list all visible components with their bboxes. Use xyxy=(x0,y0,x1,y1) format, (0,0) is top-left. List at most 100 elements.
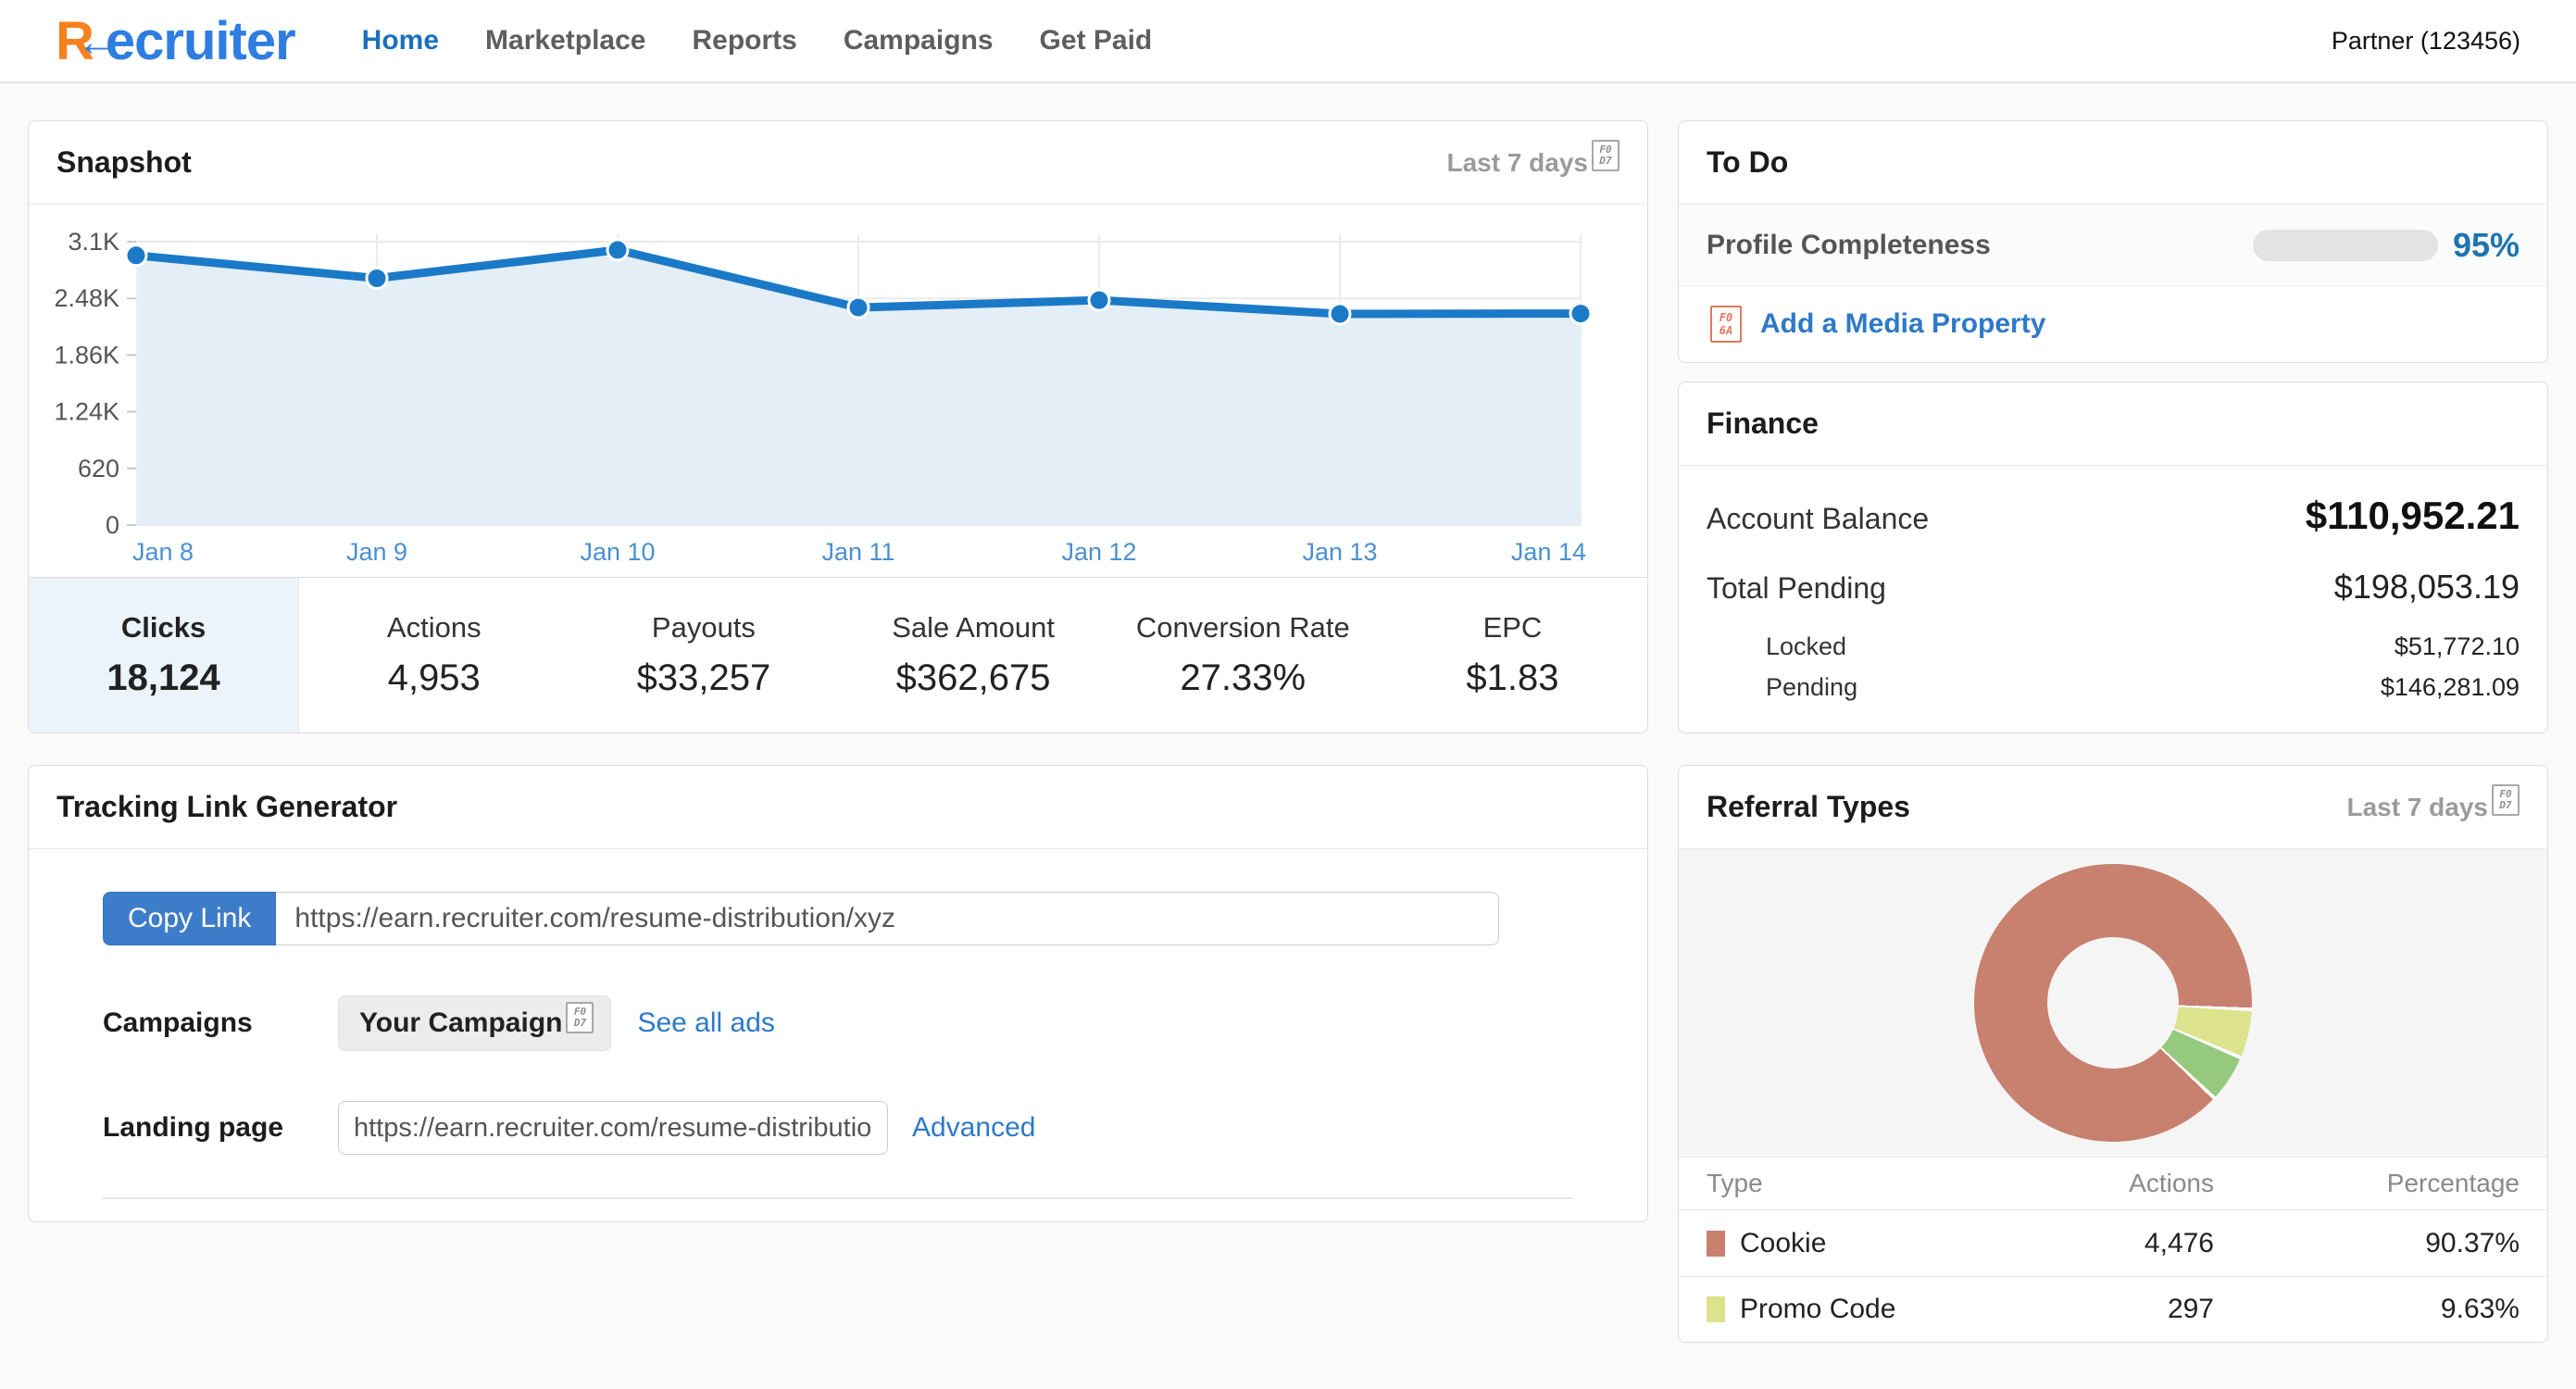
stat-tab-actions[interactable]: Actions 4,953 xyxy=(299,578,569,732)
advanced-link[interactable]: Advanced xyxy=(912,1112,1035,1144)
add-media-property-row: F06A Add a Media Property xyxy=(1679,286,2547,362)
account-balance-label: Account Balance xyxy=(1707,502,1929,536)
nav-campaigns[interactable]: Campaigns xyxy=(836,19,1001,62)
top-navigation-bar: R←ecruiter Home Marketplace Reports Camp… xyxy=(0,0,2576,83)
svg-text:Jan 9: Jan 9 xyxy=(346,538,407,566)
svg-text:Jan 13: Jan 13 xyxy=(1302,538,1377,566)
logo-text: ecruiter xyxy=(106,10,295,72)
table-row-cookie: Cookie 4,476 90.37% xyxy=(1679,1210,2547,1276)
finance-panel: Finance Account Balance $110,952.21 Tota… xyxy=(1678,382,2548,733)
profile-progress-bar xyxy=(2253,230,2438,261)
snapshot-stats-tabs: Clicks 18,124 Actions 4,953 Payouts $33,… xyxy=(29,577,1647,732)
line-chart-svg: 06201.24K1.86K2.48K3.1KJan 8Jan 9Jan 10J… xyxy=(29,216,1645,572)
col-header-percentage: Percentage xyxy=(2214,1169,2520,1198)
cookie-actions-value: 4,476 xyxy=(1936,1228,2214,1259)
svg-text:1.86K: 1.86K xyxy=(54,341,119,369)
promo-code-percentage-value: 9.63% xyxy=(2214,1294,2520,1325)
promo-code-actions-value: 297 xyxy=(1936,1294,2214,1325)
referral-types-panel: Referral Types Last 7 days F0D7 Type Act… xyxy=(1678,765,2548,1343)
dashboard-content: Snapshot Last 7 days F0D7 06201.24K1.86K… xyxy=(0,83,2576,1343)
tlg-header: Tracking Link Generator xyxy=(29,766,1647,849)
recruiter-logo[interactable]: R←ecruiter xyxy=(56,10,295,72)
svg-text:Jan 8: Jan 8 xyxy=(132,538,194,566)
referral-header: Referral Types Last 7 days F0D7 xyxy=(1679,766,2547,849)
locked-value: $51,772.10 xyxy=(2395,632,2520,661)
finance-header: Finance xyxy=(1679,382,2547,466)
tracking-link-input[interactable] xyxy=(276,892,1499,945)
campaigns-label: Campaigns xyxy=(103,1007,338,1039)
snapshot-header: Snapshot Last 7 days F0D7 xyxy=(29,121,1647,205)
add-media-property-link[interactable]: Add a Media Property xyxy=(1760,308,2045,340)
svg-text:2.48K: 2.48K xyxy=(54,284,119,312)
col-header-type: Type xyxy=(1707,1169,1936,1198)
referral-table-header: Type Actions Percentage xyxy=(1679,1158,2547,1210)
cookie-type-label: Cookie xyxy=(1740,1228,1826,1259)
nav-get-paid[interactable]: Get Paid xyxy=(1032,19,1160,62)
snapshot-range-label: Last 7 days xyxy=(1446,148,1588,178)
stat-tab-sale-amount[interactable]: Sale Amount $362,675 xyxy=(839,578,1108,732)
svg-text:620: 620 xyxy=(78,455,119,482)
stat-tab-payouts[interactable]: Payouts $33,257 xyxy=(569,578,838,732)
referral-title: Referral Types xyxy=(1707,790,1910,824)
total-pending-label: Total Pending xyxy=(1707,571,1886,606)
nav-reports[interactable]: Reports xyxy=(684,19,804,62)
main-nav: Home Marketplace Reports Campaigns Get P… xyxy=(355,19,1160,62)
tlg-divider xyxy=(103,1197,1573,1199)
right-column: To Do Profile Completeness 95% F06A Add … xyxy=(1678,120,2548,1343)
referral-donut-chart xyxy=(1679,849,2547,1158)
pending-value: $146,281.09 xyxy=(2381,673,2520,702)
media-property-icon: F06A xyxy=(1710,306,1742,343)
todo-header: To Do xyxy=(1679,121,2547,205)
logo-left-arrow-icon: ← xyxy=(77,19,117,66)
svg-text:Jan 10: Jan 10 xyxy=(580,538,655,566)
col-header-actions: Actions xyxy=(1936,1169,2214,1198)
campaigns-row: Campaigns Your Campaign F0D7 See all ads xyxy=(103,995,1573,1051)
tlg-body: Copy Link Campaigns Your Campaign F0D7 S… xyxy=(29,849,1647,1221)
todo-title: To Do xyxy=(1707,145,1788,180)
campaign-select-button[interactable]: Your Campaign F0D7 xyxy=(338,995,611,1051)
copy-link-button[interactable]: Copy Link xyxy=(103,892,276,945)
nav-home[interactable]: Home xyxy=(355,19,446,62)
snapshot-title: Snapshot xyxy=(56,145,192,180)
profile-progress-percent: 95% xyxy=(2453,226,2520,265)
profile-completeness-row: Profile Completeness 95% xyxy=(1679,205,2547,286)
referral-date-range-picker[interactable]: Last 7 days F0D7 xyxy=(2346,792,2520,823)
total-pending-value: $198,053.19 xyxy=(2334,568,2520,607)
nav-marketplace[interactable]: Marketplace xyxy=(478,19,653,62)
svg-text:0: 0 xyxy=(106,511,119,539)
stat-tab-conversion-rate[interactable]: Conversion Rate 27.33% xyxy=(1108,578,1378,732)
landing-page-label: Landing page xyxy=(103,1112,338,1144)
tracking-link-group: Copy Link xyxy=(103,892,1499,945)
locked-label: Locked xyxy=(1707,632,1846,661)
todo-panel: To Do Profile Completeness 95% F06A Add … xyxy=(1678,120,2548,363)
stat-tab-epc[interactable]: EPC $1.83 xyxy=(1378,578,1647,732)
svg-text:3.1K: 3.1K xyxy=(68,228,119,256)
calendar-caret-icon: F0D7 xyxy=(1592,140,1619,171)
total-pending-row: Total Pending $198,053.19 xyxy=(1707,568,2520,632)
table-row-promo-code: Promo Code 297 9.63% xyxy=(1679,1276,2547,1342)
svg-text:Jan 11: Jan 11 xyxy=(821,538,894,566)
svg-text:Jan 14: Jan 14 xyxy=(1511,538,1586,566)
clicks-line-chart: 06201.24K1.86K2.48K3.1KJan 8Jan 9Jan 10J… xyxy=(29,205,1647,577)
see-all-ads-link[interactable]: See all ads xyxy=(637,1007,774,1039)
cookie-percentage-value: 90.37% xyxy=(2214,1228,2520,1259)
cookie-color-swatch xyxy=(1707,1231,1725,1257)
stat-tab-clicks[interactable]: Clicks 18,124 xyxy=(29,578,299,732)
profile-completeness-label: Profile Completeness xyxy=(1707,230,1991,261)
account-balance-row: Account Balance $110,952.21 xyxy=(1707,494,2520,568)
donut-hole xyxy=(2047,937,2179,1069)
tlg-title: Tracking Link Generator xyxy=(56,790,397,824)
tracking-link-generator-panel: Tracking Link Generator Copy Link Campai… xyxy=(28,765,1648,1222)
partner-account-menu[interactable]: Partner (123456) xyxy=(2332,27,2520,56)
promo-code-color-swatch xyxy=(1707,1296,1725,1322)
calendar-caret-icon: F0D7 xyxy=(2492,784,2520,816)
promo-code-type-label: Promo Code xyxy=(1740,1294,1895,1325)
donut-ring xyxy=(1974,864,2252,1142)
snapshot-date-range-picker[interactable]: Last 7 days F0D7 xyxy=(1446,147,1619,179)
svg-text:Jan 12: Jan 12 xyxy=(1061,538,1136,566)
caret-down-icon: F0D7 xyxy=(566,1002,594,1033)
landing-page-input[interactable] xyxy=(338,1101,888,1155)
finance-title: Finance xyxy=(1707,407,1819,441)
left-column: Snapshot Last 7 days F0D7 06201.24K1.86K… xyxy=(28,120,1648,1222)
locked-row: Locked $51,772.10 xyxy=(1707,632,2520,673)
